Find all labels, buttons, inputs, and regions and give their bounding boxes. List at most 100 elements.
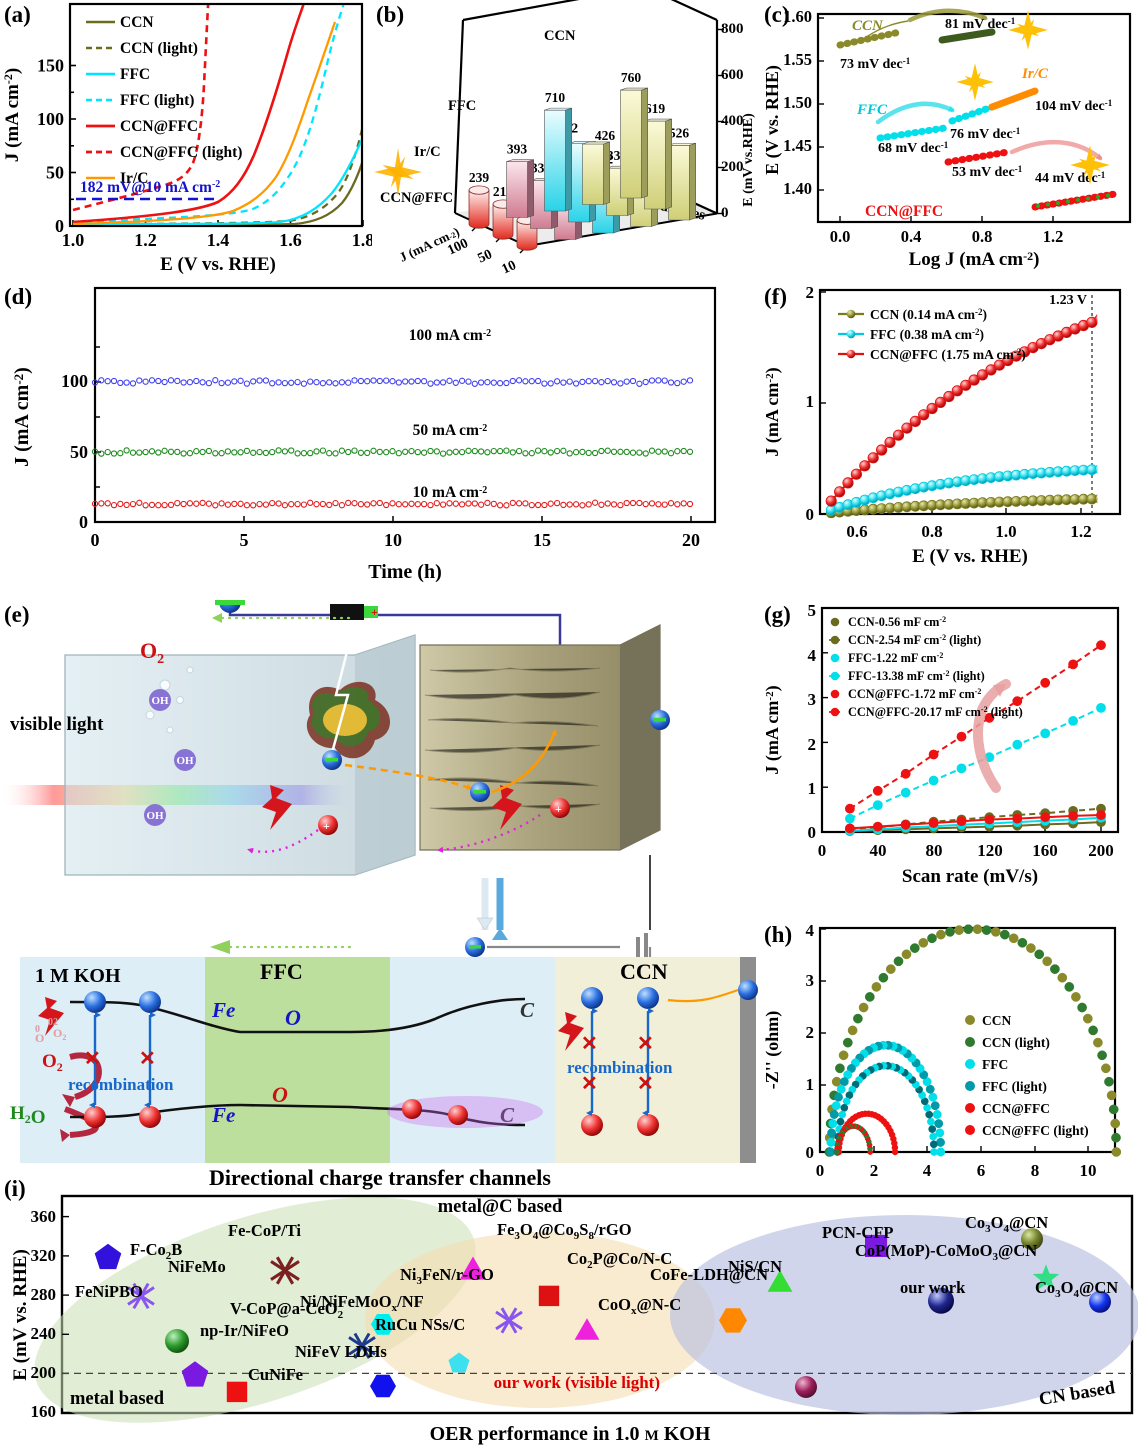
svg-text:Ir/C: Ir/C [414, 144, 441, 160]
svg-text:O2: O2 [140, 638, 164, 667]
svg-text:1.8: 1.8 [352, 230, 372, 250]
svg-text:426: 426 [595, 128, 616, 143]
svg-text:CCN@FFC (light): CCN@FFC (light) [120, 144, 242, 161]
svg-text:1.60: 1.60 [783, 7, 812, 26]
svg-text:50: 50 [476, 247, 495, 267]
svg-text:0: 0 [818, 841, 827, 860]
svg-text:710: 710 [545, 90, 566, 105]
svg-text:CCN@FFC (1.75 mA cm-2): CCN@FFC (1.75 mA cm-2) [870, 347, 1026, 362]
svg-text:FFC-1.22 mF cm-2: FFC-1.22 mF cm-2 [848, 651, 943, 665]
svg-text:0: 0 [806, 1143, 815, 1162]
svg-text:2: 2 [870, 1161, 879, 1180]
svg-text:NiFeMo: NiFeMo [168, 1257, 226, 1276]
svg-text:6: 6 [977, 1161, 986, 1180]
svg-text:Fe: Fe [211, 998, 235, 1022]
svg-text:800: 800 [721, 21, 744, 37]
svg-text:3: 3 [806, 971, 815, 990]
svg-text:4: 4 [806, 921, 815, 940]
svg-text:1.40: 1.40 [783, 179, 812, 198]
svg-text:(a): (a) [4, 2, 31, 27]
svg-text:50: 50 [46, 163, 64, 183]
svg-text:Scan rate (mV/s): Scan rate (mV/s) [902, 866, 1038, 887]
svg-text:0.8: 0.8 [972, 227, 993, 246]
svg-text:(g): (g) [764, 602, 791, 627]
svg-text:✕: ✕ [637, 1033, 654, 1055]
svg-text:104 mV dec-1: 104 mV dec-1 [1035, 98, 1113, 114]
svg-text:(h): (h) [764, 922, 792, 947]
svg-text:CCN: CCN [982, 1013, 1011, 1028]
svg-text:RuCu NSs/C: RuCu NSs/C [375, 1315, 465, 1334]
svg-text:E (V vs. RHE): E (V vs. RHE) [762, 65, 783, 175]
svg-text:+: + [371, 605, 378, 619]
svg-text:50 mA cm-2: 50 mA cm-2 [413, 422, 488, 439]
svg-text:FFC (0.38 mA cm-2): FFC (0.38 mA cm-2) [870, 327, 984, 342]
svg-text:✕: ✕ [581, 1033, 598, 1055]
svg-text:CCN: CCN [620, 959, 668, 984]
svg-text:8: 8 [1031, 1161, 1040, 1180]
svg-text:68 mV dec-1: 68 mV dec-1 [878, 140, 949, 156]
svg-text:our work: our work [900, 1278, 966, 1297]
svg-text:100 mA cm-2: 100 mA cm-2 [409, 327, 491, 344]
svg-text:visible light: visible light [10, 714, 104, 735]
svg-text:1.50: 1.50 [783, 93, 812, 112]
svg-text:Fe-CoP/Ti: Fe-CoP/Ti [228, 1221, 301, 1240]
svg-text:Log J (mA cm-2): Log J (mA cm-2) [909, 249, 1040, 270]
svg-text:760: 760 [621, 70, 642, 85]
svg-text:Fe3O4@Co9S8/rGO: Fe3O4@Co9S8/rGO [497, 1220, 632, 1242]
svg-text:1: 1 [808, 779, 817, 798]
svg-text:CCN: CCN [120, 14, 154, 31]
svg-text:5: 5 [240, 530, 249, 550]
svg-text:CoFe-LDH@CN: CoFe-LDH@CN [650, 1265, 768, 1284]
svg-text:1: 1 [806, 1075, 815, 1094]
svg-text:160: 160 [31, 1402, 57, 1421]
svg-text:120: 120 [977, 841, 1003, 860]
svg-text:76 mV dec-1: 76 mV dec-1 [950, 126, 1021, 142]
svg-text:OH: OH [146, 810, 164, 822]
svg-text:1 M KOH: 1 M KOH [35, 965, 121, 987]
svg-text:0: 0 [35, 1024, 40, 1035]
svg-text:CCN@FFC (light): CCN@FFC (light) [982, 1123, 1089, 1138]
svg-text:J (mA cm-2): J (mA cm-2) [762, 367, 783, 456]
svg-text:10: 10 [384, 530, 402, 550]
svg-text:160: 160 [1032, 841, 1058, 860]
svg-text:metal@C based: metal@C based [438, 1197, 563, 1217]
svg-text:0: 0 [79, 512, 88, 532]
svg-text:Fe: Fe [211, 1103, 235, 1127]
svg-text:CCN: CCN [544, 28, 576, 44]
svg-text:1.23 V: 1.23 V [1049, 293, 1087, 308]
svg-text:FFC-13.38 mF cm-2 (light): FFC-13.38 mF cm-2 (light) [848, 669, 985, 683]
svg-text:44 mV dec-1: 44 mV dec-1 [1035, 170, 1106, 186]
svg-text:metal based: metal based [70, 1389, 165, 1409]
svg-text:E (mV vs.RHE): E (mV vs.RHE) [741, 113, 756, 207]
svg-text:0.8: 0.8 [921, 522, 942, 541]
svg-text:OER performance in 1.0 M KOH: OER performance in 1.0 M KOH [430, 1423, 711, 1445]
svg-text:FeNiPBO: FeNiPBO [75, 1282, 143, 1301]
svg-text:CCN@FFC: CCN@FFC [865, 203, 943, 220]
svg-text:CCN@FFC: CCN@FFC [982, 1101, 1050, 1116]
svg-text:O: O [285, 1005, 301, 1030]
svg-text:E (V vs. RHE): E (V vs. RHE) [160, 254, 276, 275]
svg-text:1.0: 1.0 [62, 230, 85, 250]
svg-text:np-Ir/NiFeO: np-Ir/NiFeO [200, 1321, 289, 1340]
svg-text:73 mV dec-1: 73 mV dec-1 [840, 56, 911, 72]
svg-text:FFC: FFC [260, 959, 303, 984]
svg-text:393: 393 [507, 142, 528, 157]
svg-text:80: 80 [926, 841, 943, 860]
svg-text:10: 10 [1080, 1161, 1097, 1180]
svg-text:50: 50 [70, 442, 88, 462]
svg-text:2: 2 [808, 735, 817, 754]
svg-text:CoOx@N-C: CoOx@N-C [598, 1295, 681, 1317]
svg-text:1.4: 1.4 [207, 230, 230, 250]
svg-text:4: 4 [808, 646, 817, 665]
svg-text:CoP(MoP)-CoMoO3@CN: CoP(MoP)-CoMoO3@CN [855, 1241, 1037, 1263]
svg-text:3: 3 [808, 690, 817, 709]
svg-text:J (mA cm-2): J (mA cm-2) [11, 367, 33, 467]
svg-text:CCN: CCN [852, 18, 884, 34]
svg-text:1.0: 1.0 [995, 522, 1016, 541]
svg-text:10: 10 [500, 258, 519, 278]
svg-text:FFC: FFC [982, 1057, 1008, 1072]
svg-text:-Z'' (ohm): -Z'' (ohm) [762, 1011, 783, 1090]
svg-text:CuNiFe: CuNiFe [248, 1365, 303, 1384]
svg-text:0: 0 [808, 823, 817, 842]
svg-text:2: 2 [806, 283, 815, 302]
